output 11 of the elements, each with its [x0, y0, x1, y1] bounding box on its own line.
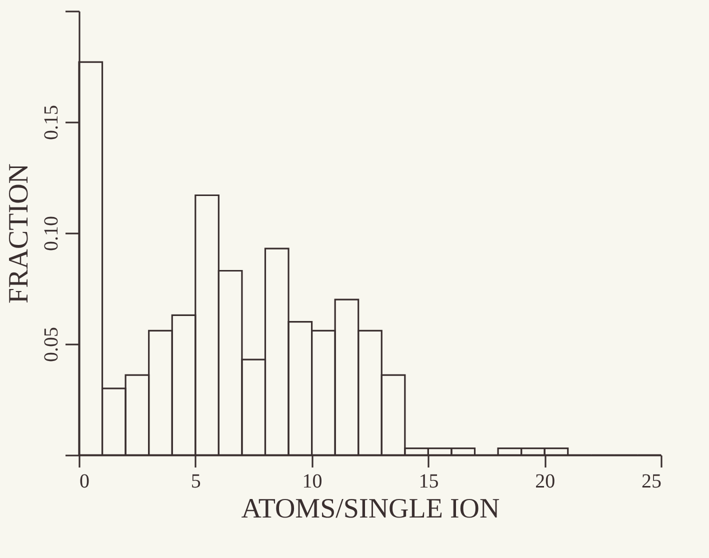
x-tick-label: 20: [535, 470, 556, 492]
y-tick-label: 0.15: [40, 105, 62, 140]
y-tick-label: 0.05: [40, 327, 62, 362]
x-tick-label: 25: [642, 470, 662, 492]
x-tick-label: 10: [302, 470, 322, 492]
y-tick-label: 0.10: [40, 216, 62, 251]
x-tick-label: 0: [80, 470, 90, 492]
x-tick-label: 15: [418, 470, 439, 492]
y-axis-title: FRACTION: [4, 163, 34, 304]
x-axis-title: ATOMS/SINGLE ION: [241, 494, 500, 524]
x-tick-label: 5: [190, 470, 201, 492]
